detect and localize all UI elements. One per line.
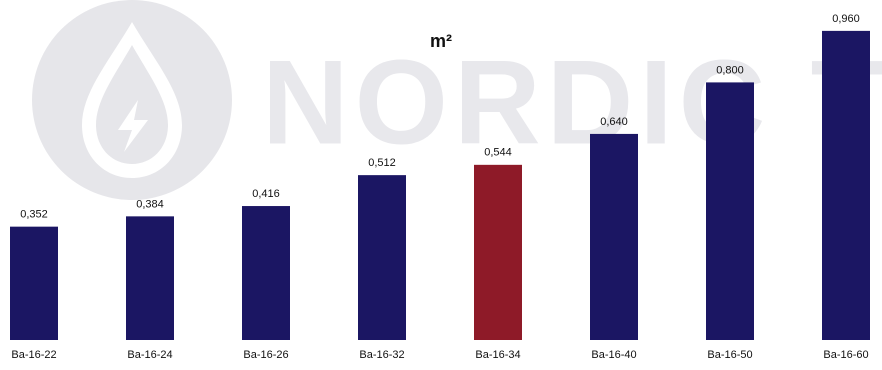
value-label: 0,384: [136, 198, 164, 210]
bar: [126, 216, 174, 340]
x-tick-label: Ba-16-50: [707, 349, 752, 361]
value-label: 0,416: [252, 188, 280, 200]
value-label: 0,352: [20, 209, 48, 221]
value-label: 0,960: [832, 13, 860, 25]
x-tick-label: Ba-16-32: [359, 349, 404, 361]
bar: [590, 133, 638, 340]
value-label: 0,800: [716, 64, 744, 76]
x-tick-label: Ba-16-22: [11, 349, 56, 361]
value-label: 0,544: [484, 147, 512, 159]
bar: [358, 175, 406, 340]
value-label: 0,512: [368, 157, 396, 169]
watermark-text: NORDIC TEC: [262, 36, 882, 170]
chart-title: m²: [430, 31, 452, 51]
x-tick-label: Ba-16-26: [243, 349, 288, 361]
x-tick-label: Ba-16-24: [127, 349, 172, 361]
bar: [242, 206, 290, 340]
bar: [822, 30, 870, 340]
bar: [706, 82, 754, 341]
x-tick-label: Ba-16-34: [475, 349, 520, 361]
watermark-logo: [32, 0, 232, 200]
x-tick-label: Ba-16-60: [823, 349, 868, 361]
bar: [474, 164, 522, 340]
bar: [10, 226, 58, 340]
x-tick-label: Ba-16-40: [591, 349, 636, 361]
value-label: 0,640: [600, 116, 628, 128]
